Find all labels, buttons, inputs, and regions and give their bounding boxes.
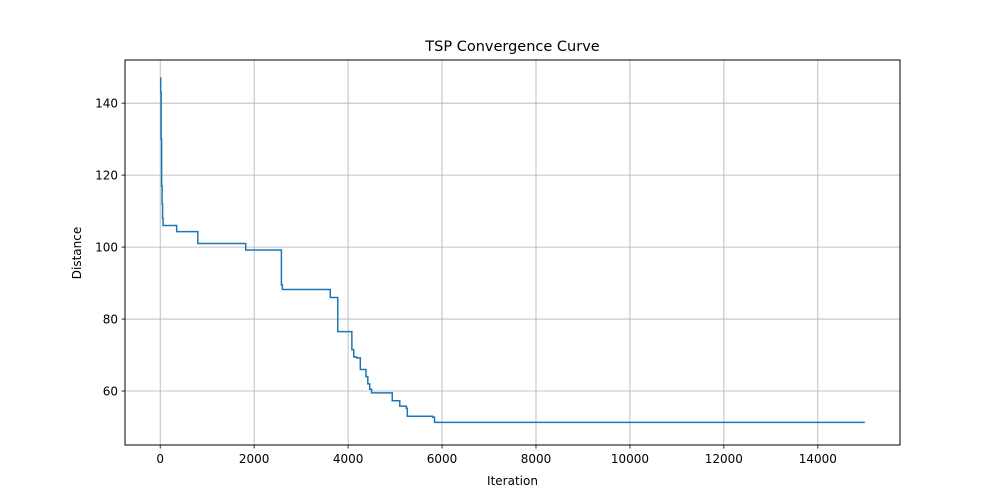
x-tick-label: 12000 (705, 452, 743, 466)
y-axis-ticks: 60 80 100 120 140 (95, 97, 125, 399)
x-tick-label: 10000 (611, 452, 649, 466)
y-tick-label: 80 (103, 313, 118, 327)
plot-area (159, 77, 865, 424)
x-tick-label: 14000 (799, 452, 837, 466)
chart-title: TSP Convergence Curve (424, 39, 599, 55)
x-axis-ticks: 0 2000 4000 6000 8000 10000 12000 14000 (156, 445, 837, 466)
y-tick-label: 100 (95, 241, 118, 255)
y-tick-label: 120 (95, 169, 118, 183)
x-tick-label: 8000 (521, 452, 552, 466)
x-tick-label: 2000 (239, 452, 270, 466)
y-tick-label: 140 (95, 97, 118, 111)
x-axis-label: Iteration (487, 474, 538, 488)
x-tick-label: 0 (156, 452, 164, 466)
y-tick-label: 60 (103, 385, 118, 399)
distance-series-line (159, 77, 865, 424)
x-tick-label: 6000 (427, 452, 458, 466)
plot-frame (124, 59, 901, 446)
x-tick-label: 4000 (333, 452, 364, 466)
grid (125, 60, 900, 445)
y-axis-label: Distance (70, 227, 84, 279)
